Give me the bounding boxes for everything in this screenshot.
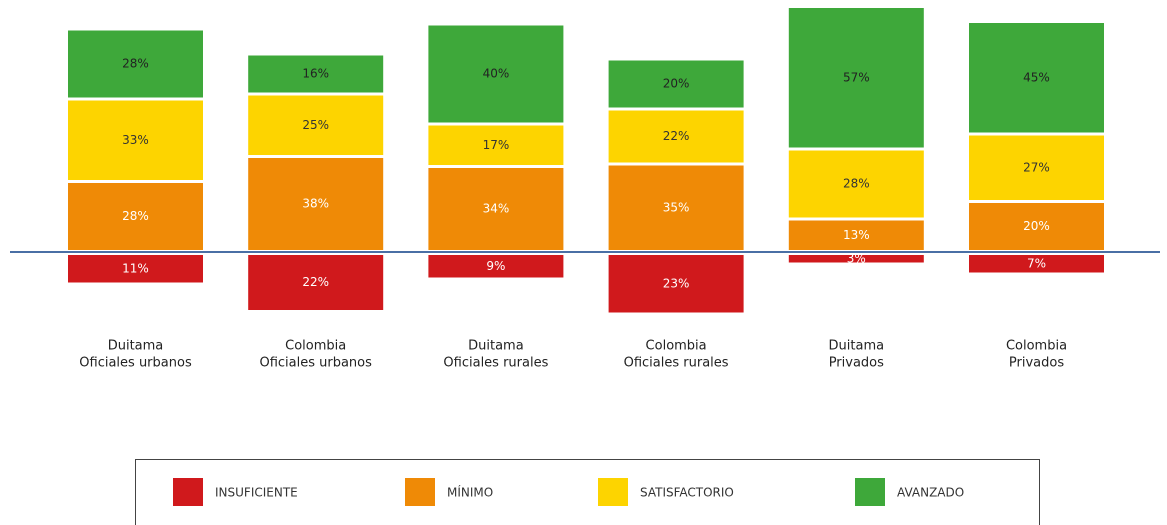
data-label: 25% — [302, 118, 329, 132]
legend-label: SATISFACTORIO — [640, 486, 734, 500]
bar-segment — [68, 30, 203, 98]
bar-segment — [428, 168, 564, 250]
bar-segment — [248, 158, 384, 250]
data-label: 57% — [843, 70, 870, 84]
legend-box — [135, 459, 1040, 525]
x-tick-label: Privados — [1009, 356, 1064, 371]
data-label: 38% — [302, 197, 329, 211]
x-tick-label: Colombia — [1006, 339, 1067, 354]
legend-swatch — [173, 478, 203, 506]
x-tick-label: Colombia — [285, 339, 346, 354]
bar-segment — [969, 23, 1104, 133]
data-label: 33% — [122, 133, 149, 147]
legend-label: MÍNIMO — [447, 485, 493, 500]
data-label: 27% — [1023, 160, 1050, 174]
bar-segment — [608, 165, 744, 250]
bar-segment — [788, 8, 924, 148]
bar-segment — [608, 255, 744, 313]
data-label: 28% — [122, 57, 149, 71]
bar-segment — [788, 150, 924, 218]
x-tick-label: Oficiales rurales — [624, 356, 729, 371]
bar-segment — [68, 100, 203, 180]
data-label: 40% — [483, 67, 510, 81]
bar-segment — [788, 255, 924, 263]
bar-segment — [608, 110, 744, 163]
data-label: 17% — [483, 138, 510, 152]
data-label: 16% — [302, 67, 329, 81]
x-tick-label: Oficiales rurales — [443, 356, 548, 371]
bar-segment — [428, 125, 564, 165]
data-label: 20% — [1023, 219, 1050, 233]
data-label: 28% — [122, 209, 149, 223]
x-tick-label: Duitama — [108, 339, 164, 354]
data-label: 45% — [1023, 70, 1050, 84]
bar-segment — [969, 255, 1104, 273]
bar-segment — [969, 135, 1104, 200]
bar-segment — [428, 25, 564, 123]
bar-segment — [969, 203, 1104, 250]
data-label: 11% — [122, 261, 149, 275]
x-tick-label: Oficiales urbanos — [259, 356, 372, 371]
data-label: 22% — [663, 129, 690, 143]
legend-label: INSUFICIENTE — [215, 486, 298, 500]
bar-segment — [68, 183, 203, 250]
legend-label: AVANZADO — [897, 486, 964, 500]
bar-segment — [248, 255, 384, 310]
bar-segment — [608, 60, 744, 108]
legend-swatch — [598, 478, 628, 506]
data-label: 23% — [663, 276, 690, 290]
x-tick-label: Privados — [829, 356, 884, 371]
data-label: 28% — [843, 177, 870, 191]
data-label: 22% — [302, 275, 329, 289]
legend-swatch — [405, 478, 435, 506]
bar-segment — [248, 55, 384, 93]
data-label: 7% — [1027, 256, 1046, 270]
data-label: 34% — [483, 202, 510, 216]
bar-segment — [68, 255, 203, 283]
x-tick-label: Duitama — [829, 339, 885, 354]
legend-swatch — [855, 478, 885, 506]
x-tick-label: Colombia — [646, 339, 707, 354]
data-label: 35% — [663, 200, 690, 214]
data-label: 13% — [843, 228, 870, 242]
x-tick-label: Duitama — [468, 339, 524, 354]
bar-segment — [428, 255, 564, 278]
x-tick-label: Oficiales urbanos — [79, 356, 192, 371]
data-label: 20% — [663, 77, 690, 91]
bar-segment — [248, 95, 384, 155]
data-label: 9% — [486, 259, 505, 273]
bar-segment — [788, 220, 924, 250]
data-label: 3% — [847, 251, 866, 265]
